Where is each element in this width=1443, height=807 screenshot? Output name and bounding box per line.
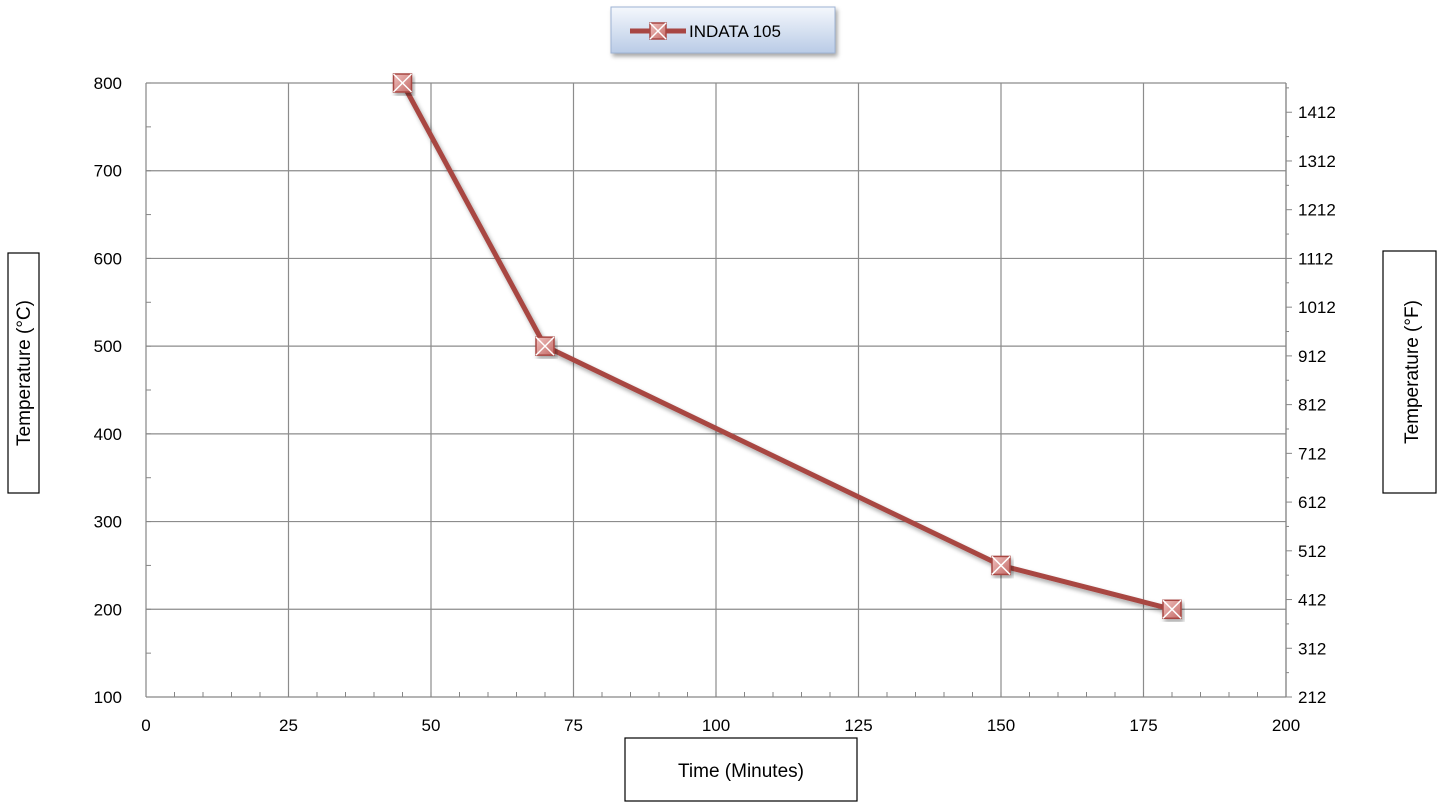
y-tick-label: 300: [94, 513, 122, 532]
x-tick-label: 125: [844, 716, 872, 735]
y-tick-label: 400: [94, 425, 122, 444]
y2-tick-label: 1212: [1298, 201, 1336, 220]
x-tick-label: 25: [279, 716, 298, 735]
x-tick-label: 100: [702, 716, 730, 735]
y-axis-title-box: [7, 252, 40, 494]
y2-tick-label: 712: [1298, 444, 1326, 463]
y2-tick-label: 912: [1298, 347, 1326, 366]
data-point-marker: [535, 336, 555, 356]
x-axis-title-box: [624, 737, 858, 802]
y-tick-label: 800: [94, 74, 122, 93]
y2-tick-label: 412: [1298, 591, 1326, 610]
y-tick-label: 600: [94, 249, 122, 268]
y2-tick-label: 212: [1298, 688, 1326, 707]
y-tick-labels: 100 200 300 400 500 600 700 800: [94, 74, 122, 707]
data-point-marker: [1162, 599, 1182, 620]
y-axis-title: Temperature (°C): [7, 252, 40, 494]
y-tick-label: 200: [94, 600, 122, 619]
x-tick-label: 50: [422, 716, 441, 735]
x-tick-label: 150: [987, 716, 1015, 735]
data-point-marker: [392, 73, 413, 93]
series-layer: [392, 73, 1182, 620]
series-line: [400, 81, 1173, 612]
y2-tick-label: 1012: [1298, 298, 1336, 317]
x-tick-label: 200: [1272, 716, 1300, 735]
x-axis-title: Time (Minutes): [624, 737, 858, 802]
x-tick-label: 175: [1129, 716, 1157, 735]
y2-axis-title: Temperature (°F): [1382, 250, 1437, 494]
legend-entry-label: INDATA 105: [689, 22, 781, 41]
y-axis-title-text: Temperature (°C): [14, 300, 35, 446]
grid-lines: [146, 82, 1287, 697]
y2-tick-label: 312: [1298, 639, 1326, 658]
y2-tick-label: 512: [1298, 542, 1326, 561]
y2-axis-title-box: [1382, 250, 1437, 494]
x-tick-labels: 0 25 50 75 100 125 150 175 200: [141, 716, 1300, 735]
y-tick-label: 500: [94, 337, 122, 356]
minor-ticks: [145, 82, 1292, 698]
y2-tick-label: 1312: [1298, 152, 1336, 171]
legend: INDATA 105: [610, 6, 836, 54]
legend-marker-icon: [649, 22, 667, 40]
y2-tick-label: 1412: [1298, 103, 1336, 122]
x-tick-label: 75: [564, 716, 583, 735]
y2-axis-title-text: Temperature (°F): [1402, 300, 1423, 444]
x-axis-title-text: Time (Minutes): [678, 761, 804, 782]
y2-tick-label: 1112: [1298, 249, 1333, 268]
y-tick-label: 700: [94, 162, 122, 181]
y2-tick-label: 812: [1298, 396, 1326, 415]
data-point-marker: [991, 555, 1011, 576]
y-tick-label: 100: [94, 688, 122, 707]
y2-tick-labels: 212 312 412 512 612 712 812 912 1012 1112 1212 1312…: [1298, 103, 1336, 707]
x-tick-label: 0: [141, 716, 150, 735]
y2-tick-label: 612: [1298, 493, 1326, 512]
